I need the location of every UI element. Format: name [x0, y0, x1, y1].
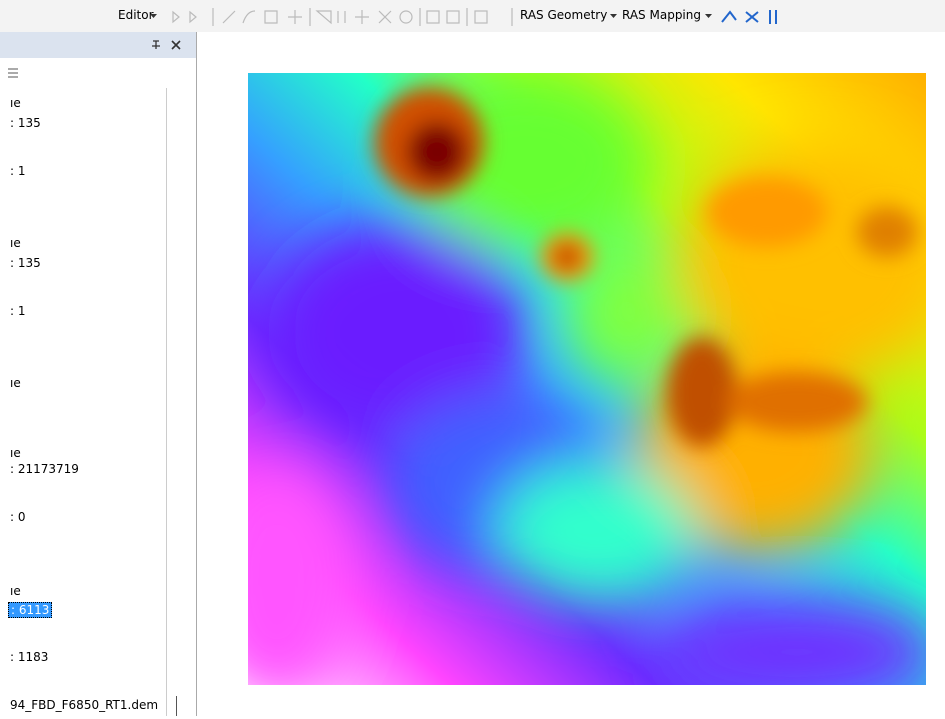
panel-header: [0, 32, 196, 58]
editor-menu[interactable]: Editor: [118, 8, 154, 22]
attribute-list: ıe : 135 : 1 ıe : 135 : 1 ıe ıe : 21173719 : 0 ıe:…: [0, 88, 167, 716]
attribute-item[interactable]: : 6113: [8, 602, 52, 618]
dropdown-arrow: [150, 14, 158, 20]
page: Editor RAS Geometry RAS Mapping ıe : 135:…: [0, 0, 945, 716]
ras-tools: [718, 6, 945, 28]
dem-raster: [197, 32, 945, 716]
dropdown-arrow: [705, 14, 713, 20]
attribute-item[interactable]: ıe: [8, 96, 23, 110]
attribute-item[interactable]: : 1: [8, 304, 28, 318]
attribute-item[interactable]: : 1: [8, 164, 28, 178]
dropdown-arrow: [610, 14, 618, 20]
attribute-item[interactable]: : 135: [8, 116, 43, 130]
attribute-item[interactable]: : 0: [8, 510, 28, 524]
attribute-item[interactable]: : 1183: [8, 650, 50, 664]
attribute-item[interactable]: : 135: [8, 256, 43, 270]
attribute-item[interactable]: : 21173719: [8, 462, 81, 476]
attribute-item[interactable]: ıe: [8, 446, 23, 460]
list-icon: [6, 66, 20, 80]
ras-geometry-menu[interactable]: RAS Geometry: [520, 8, 607, 22]
panel-controls: [150, 39, 190, 53]
ras-mapping-menu[interactable]: RAS Mapping: [622, 8, 701, 22]
toolbar: Editor RAS Geometry RAS Mapping: [0, 0, 945, 32]
map-view: [197, 32, 945, 716]
attribute-item[interactable]: ıe: [8, 584, 23, 598]
divider: [176, 696, 177, 716]
attribute-panel: ıe : 135 : 1 ıe : 135 : 1 ıe ıe : 21173719 : 0 ıe:…: [0, 32, 197, 716]
layer-name: 94_FBD_F6850_RT1.dem: [8, 698, 160, 712]
attribute-item[interactable]: ıe: [8, 376, 23, 390]
attribute-item[interactable]: ıe: [8, 236, 23, 250]
